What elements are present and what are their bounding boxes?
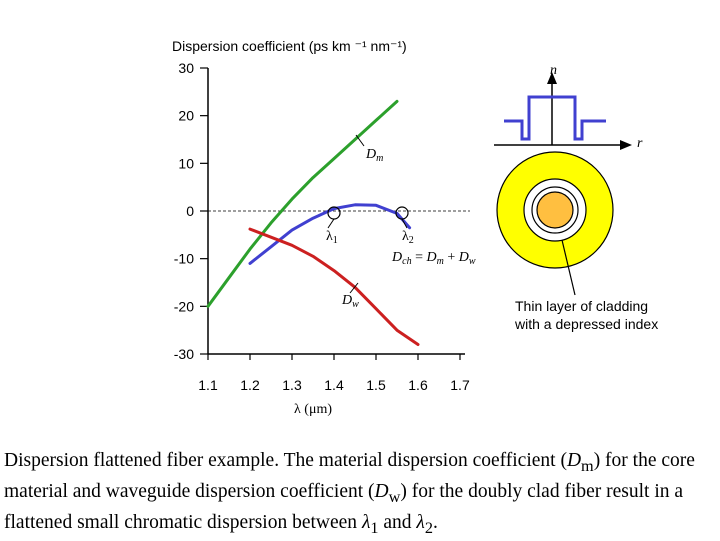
lambda2-subscript: 2 [409, 235, 414, 246]
x-tick-label-2: 1.3 [282, 377, 302, 393]
dch-label: Dch = Dm + Dw [391, 250, 476, 267]
dch-eq: = [412, 250, 427, 265]
dm-label-pointer [355, 134, 365, 147]
x-tick-label-6: 1.7 [450, 377, 470, 393]
dm-label-sub: m [376, 153, 383, 164]
caption-l1-sub: 1 [370, 518, 379, 537]
y-tick-label-0: 30 [178, 60, 194, 76]
figure-caption: Dispersion flattened fiber example. The … [4, 448, 716, 541]
caption-l2-main: λ [416, 511, 425, 533]
dch-sub-ch: ch [402, 256, 411, 267]
y-tick-label-2: 10 [178, 155, 194, 171]
caption-l1-main: λ [361, 511, 371, 533]
series-line-2 [248, 227, 420, 346]
x-tick-label-5: 1.6 [408, 377, 428, 393]
caption-part2: ) for the core material and waveguide di… [4, 450, 695, 502]
x-ticks: 1.1 1.2 1.3 1.4 1.5 1.6 1.7 [198, 354, 470, 393]
dch-plus: + [444, 250, 459, 265]
y-tick-label-4: -10 [174, 251, 194, 267]
caption-l2-sub: 2 [424, 518, 433, 537]
n-axis-label: n [550, 63, 557, 78]
y-tick-label-1: 20 [178, 108, 194, 124]
caption-part5: . [433, 511, 438, 533]
y-ticks: 30 20 10 0 -10 -20 -30 [174, 60, 208, 362]
caption-dm-main: D [566, 450, 582, 471]
r-axis-label: r [637, 136, 643, 151]
y-tick-label-6: -30 [174, 346, 194, 362]
cladding-annotation-line2: with a depressed index [514, 316, 658, 332]
core-disc [536, 191, 574, 229]
caption-dw-main: D [374, 480, 389, 502]
y-tick-label-3: 0 [186, 203, 194, 219]
series-line-0 [206, 99, 399, 308]
y-tick-label-5: -20 [174, 298, 194, 314]
dch-sub-w: w [469, 256, 476, 267]
dm-label-main: D [365, 147, 376, 162]
x-tick-label-3: 1.4 [324, 377, 344, 393]
caption-dm-sub: m [581, 456, 594, 475]
dw-label: Dw [341, 293, 359, 310]
x-axis-label: λ (μm) [294, 402, 332, 417]
lambda1-pointer [327, 218, 335, 229]
dw-label-main: D [341, 293, 352, 308]
dch-sub-m: m [437, 256, 444, 267]
caption-part4: and [378, 511, 417, 533]
series-group [206, 99, 420, 346]
dw-label-pointer [349, 282, 359, 294]
cladding-annotation-line1: Thin layer of cladding [515, 298, 648, 314]
caption-dw-sub: w [388, 487, 401, 506]
index-profile-inset: n r [494, 63, 643, 151]
lambda2-label: λ2 [402, 229, 414, 246]
r-axis-arrowhead [620, 140, 632, 150]
fiber-cross-section: Thin layer of cladding with a depressed … [496, 151, 658, 332]
x-tick-label-4: 1.5 [366, 377, 386, 393]
x-tick-label-0: 1.1 [198, 377, 218, 393]
y-axis-label: Dispersion coefficient (ps km ⁻¹ nm⁻¹) [172, 38, 407, 54]
cladding-pointer [561, 239, 576, 296]
lambda1-subscript: 1 [333, 235, 338, 246]
dw-label-sub: w [352, 299, 359, 310]
lambda2-pointer [401, 218, 408, 229]
x-tick-label-1: 1.2 [240, 377, 260, 393]
dch-d3: D [458, 250, 469, 265]
caption-part3: ) for the doubly clad fiber result in a … [4, 480, 684, 533]
dch-d1: D [391, 250, 402, 265]
index-profile-curve [504, 95, 606, 141]
lambda1-label: λ1 [326, 229, 338, 246]
caption-part1: Dispersion flattened fiber example. The … [4, 450, 567, 471]
lambda1-symbol: λ [326, 229, 333, 244]
n-axis-arrowhead [547, 72, 557, 84]
dch-d2: D [425, 250, 436, 265]
lambda2-symbol: λ [402, 229, 409, 244]
dm-label: Dm [365, 147, 383, 164]
